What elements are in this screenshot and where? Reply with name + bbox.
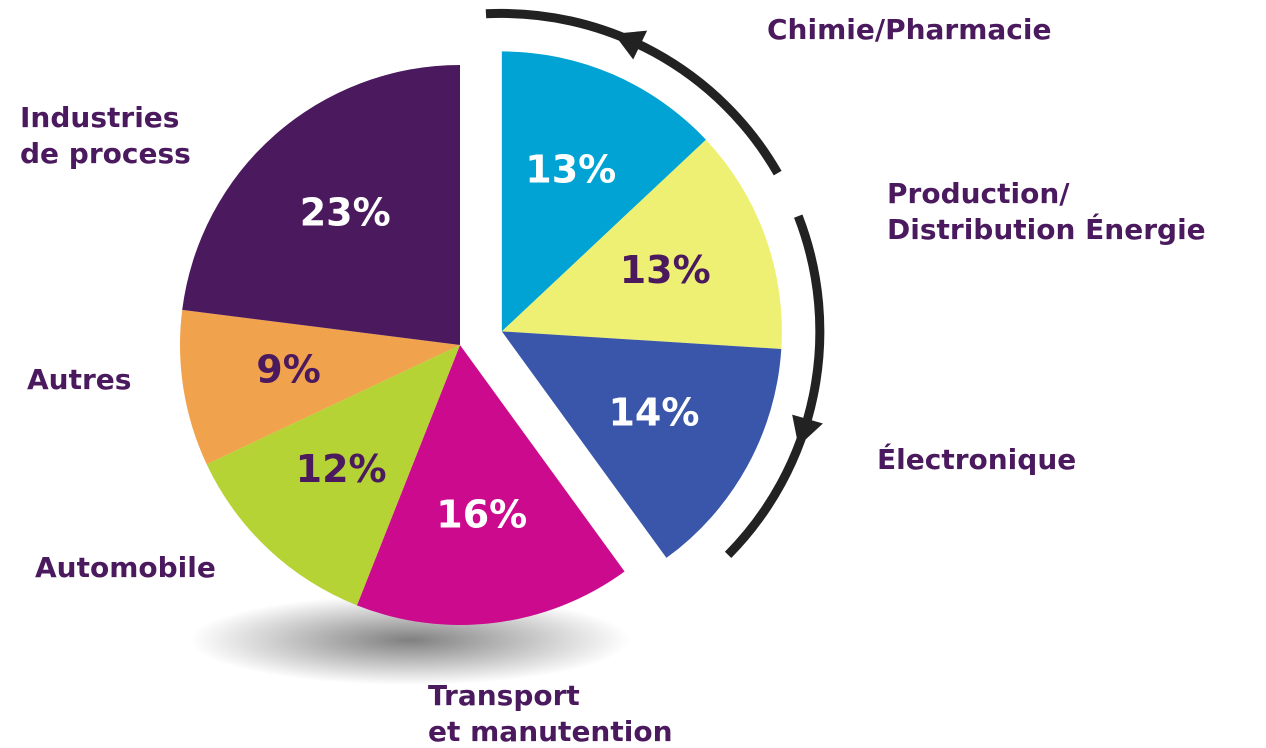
category-label: Production/ Distribution Énergie	[887, 177, 1206, 246]
category-label: Autres	[27, 363, 132, 396]
pie-slice	[356, 345, 625, 625]
category-label: Chimie/Pharmacie	[767, 13, 1052, 46]
category-label: Transport et manutention	[428, 679, 673, 748]
data-label: 23%	[300, 190, 391, 234]
category-label: Automobile	[35, 551, 216, 584]
pie-slice	[206, 345, 460, 606]
pie-slice	[501, 51, 706, 332]
arrow-arc	[724, 214, 825, 559]
pie-slice	[180, 309, 461, 465]
arrow-arc	[485, 8, 782, 176]
data-label: 13%	[525, 148, 616, 192]
data-label: 16%	[436, 493, 527, 537]
data-label: 12%	[296, 447, 387, 491]
pie-slice	[182, 65, 460, 345]
data-label: 13%	[620, 248, 711, 292]
data-label: 14%	[608, 391, 699, 435]
data-label: 9%	[256, 348, 321, 392]
arrow-head	[792, 414, 823, 447]
arrow-head	[613, 30, 648, 60]
category-label: Électronique	[877, 443, 1077, 476]
category-label: Industries de process	[20, 101, 191, 170]
pie-slice	[501, 139, 782, 349]
pie-slice	[501, 331, 782, 558]
